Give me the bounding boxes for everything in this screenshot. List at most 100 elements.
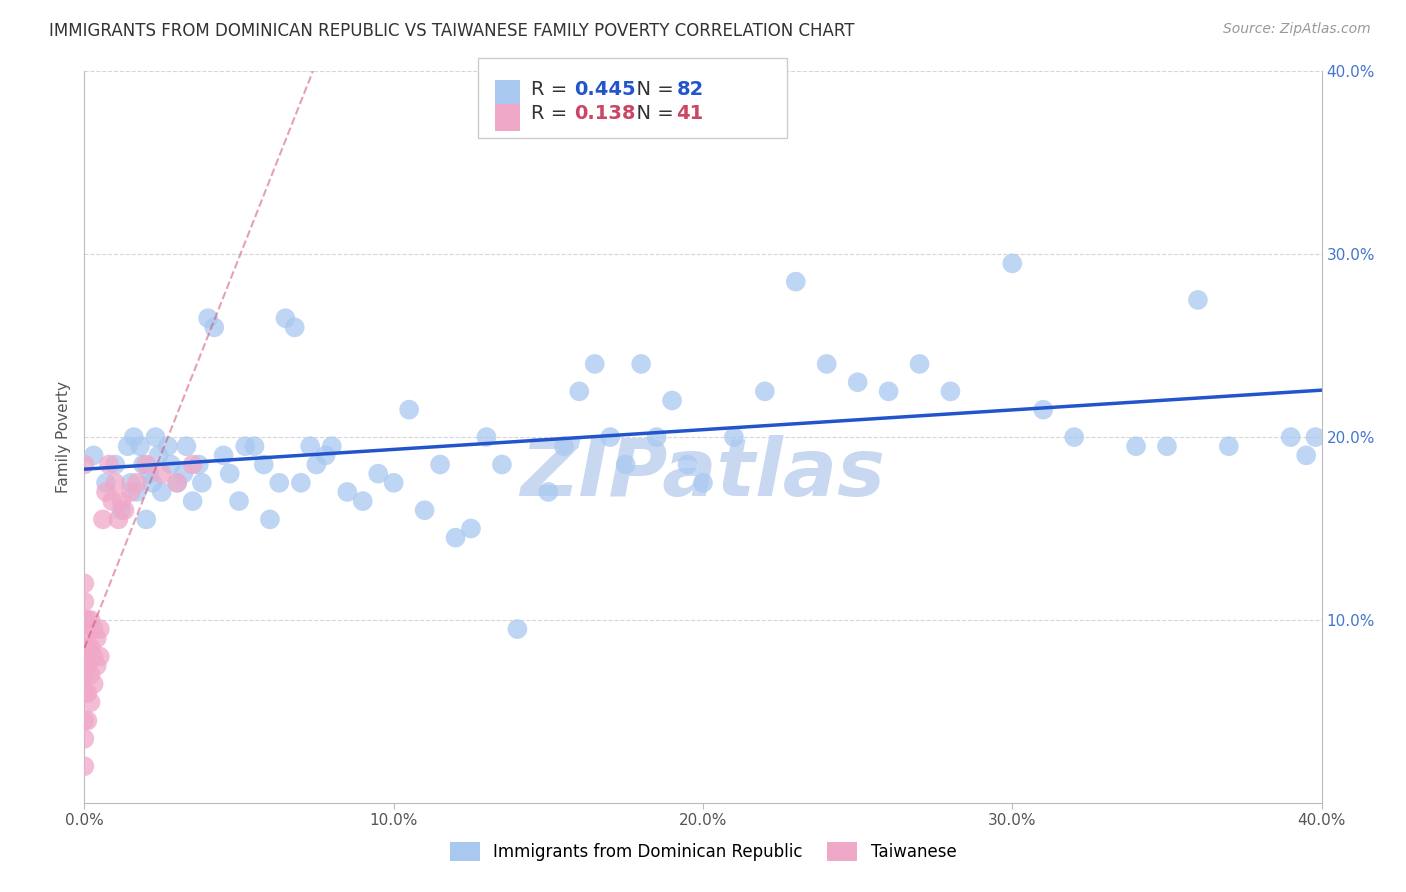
Point <box>1125 439 1147 453</box>
Point <box>86 658 108 673</box>
Point <box>104 458 127 472</box>
Text: 0.445: 0.445 <box>574 79 636 99</box>
Point <box>253 458 276 472</box>
Point <box>138 467 160 481</box>
Point <box>785 275 807 289</box>
Point <box>122 430 145 444</box>
Point <box>73 594 96 608</box>
Point <box>181 458 204 472</box>
Point <box>73 759 96 773</box>
Point <box>107 512 129 526</box>
Point <box>132 458 155 472</box>
Point <box>661 393 683 408</box>
Point <box>846 375 869 389</box>
Point <box>218 467 240 481</box>
Point <box>187 458 209 472</box>
Point <box>114 503 136 517</box>
Point <box>815 357 838 371</box>
Point <box>259 512 281 526</box>
Point <box>156 439 179 453</box>
Point <box>444 531 467 545</box>
Text: ZIPatlas: ZIPatlas <box>520 434 886 513</box>
Point <box>101 494 124 508</box>
Point <box>91 512 114 526</box>
Point <box>76 613 98 627</box>
Point <box>76 640 98 655</box>
Point <box>274 311 297 326</box>
Point <box>1001 256 1024 270</box>
Point <box>94 475 117 490</box>
Point <box>79 695 101 709</box>
Point <box>676 458 699 472</box>
Point <box>630 357 652 371</box>
Y-axis label: Family Poverty: Family Poverty <box>56 381 72 493</box>
Text: 0.138: 0.138 <box>574 103 636 123</box>
Point <box>120 485 142 500</box>
Point <box>73 667 96 681</box>
Point <box>877 384 900 399</box>
Point <box>89 649 111 664</box>
Point <box>233 439 256 453</box>
Text: N =: N = <box>624 103 681 123</box>
Point <box>166 475 188 490</box>
Point <box>83 649 105 664</box>
Point <box>73 613 96 627</box>
Point <box>1279 430 1302 444</box>
Point <box>181 494 204 508</box>
Point <box>191 475 214 490</box>
Text: IMMIGRANTS FROM DOMINICAN REPUBLIC VS TAIWANESE FAMILY POVERTY CORRELATION CHART: IMMIGRANTS FROM DOMINICAN REPUBLIC VS TA… <box>49 22 855 40</box>
Point <box>599 430 621 444</box>
Point <box>1305 430 1327 444</box>
Point <box>86 632 108 646</box>
Point <box>382 475 405 490</box>
Point <box>1218 439 1240 453</box>
Point <box>79 640 101 655</box>
Point <box>141 475 163 490</box>
Point <box>692 475 714 490</box>
Text: R =: R = <box>531 79 574 99</box>
Point <box>73 649 96 664</box>
Point <box>939 384 962 399</box>
Point <box>352 494 374 508</box>
Point <box>506 622 529 636</box>
Point <box>145 430 167 444</box>
Point <box>73 731 96 746</box>
Point <box>1156 439 1178 453</box>
Point <box>197 311 219 326</box>
Point <box>73 458 96 472</box>
Point <box>299 439 322 453</box>
Point <box>110 503 132 517</box>
Point <box>135 458 157 472</box>
Point <box>79 613 101 627</box>
Point <box>553 439 575 453</box>
Point <box>1032 402 1054 417</box>
Point <box>110 494 132 508</box>
Point <box>537 485 560 500</box>
Point <box>1295 448 1317 462</box>
Text: N =: N = <box>624 79 681 99</box>
Point <box>212 448 235 462</box>
Point <box>160 458 183 472</box>
Point <box>1063 430 1085 444</box>
Point <box>129 439 152 453</box>
Point <box>120 475 142 490</box>
Point <box>645 430 668 444</box>
Point <box>284 320 307 334</box>
Point <box>117 439 139 453</box>
Point <box>290 475 312 490</box>
Point <box>614 458 637 472</box>
Point <box>723 430 745 444</box>
Point <box>76 714 98 728</box>
Point <box>94 485 117 500</box>
Point <box>202 320 225 334</box>
Point <box>166 475 188 490</box>
Point <box>305 458 328 472</box>
Point <box>315 448 337 462</box>
Point <box>83 677 105 691</box>
Point <box>398 402 420 417</box>
Point <box>176 439 198 453</box>
Point <box>125 485 148 500</box>
Text: Source: ZipAtlas.com: Source: ZipAtlas.com <box>1223 22 1371 37</box>
Point <box>83 622 105 636</box>
Point <box>150 485 173 500</box>
